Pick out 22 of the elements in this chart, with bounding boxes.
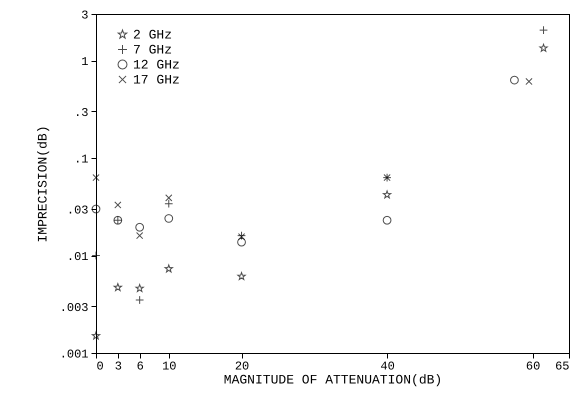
y-tick-label: .001 [60, 348, 88, 362]
x-tick-label: 3 [114, 360, 122, 374]
x-tick-label: 6 [136, 360, 144, 374]
x-tick-label: 40 [380, 360, 395, 374]
x-tick-label: 10 [162, 360, 176, 374]
legend-label: 12 GHz [133, 58, 180, 72]
legend-label: 17 GHz [133, 72, 180, 88]
legend-label: 7 GHz [133, 42, 172, 58]
x-tick-label: 65 [555, 360, 570, 374]
y-tick-label: .3 [74, 106, 88, 120]
y-tick-label: 1 [81, 55, 88, 70]
y-tick-label: .003 [60, 300, 88, 315]
x-tick-label: 60 [526, 360, 540, 374]
y-tick-label: 3 [81, 8, 88, 22]
x-tick-label: 0 [96, 360, 104, 374]
x-axis-title: MAGNITUDE OF ATTENUATION(dB) [224, 372, 442, 388]
y-tick-label: .03 [66, 203, 88, 218]
y-tick-label: .1 [74, 152, 88, 167]
legend-label: 2 GHz [133, 28, 172, 42]
y-tick-label: .01 [66, 250, 88, 264]
y-axis-title: IMPRECISION(dB) [36, 125, 51, 243]
x-tick-label: 20 [234, 360, 250, 374]
